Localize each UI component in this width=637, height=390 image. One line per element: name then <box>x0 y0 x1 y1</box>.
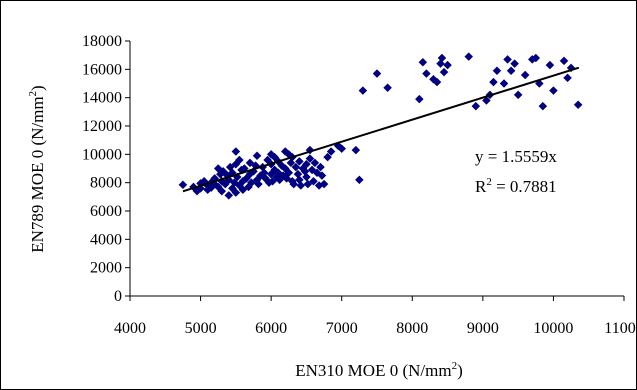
data-point <box>289 179 299 189</box>
y-axis-title-text: EN789 MOE 0 (N/mm <box>28 96 47 252</box>
y-axis-title-tail: ) <box>28 85 47 91</box>
data-point <box>503 55 512 64</box>
trendline <box>182 66 580 193</box>
data-point <box>291 162 301 172</box>
y-tick-label: 14000 <box>82 90 122 107</box>
x-tick-label: 9000 <box>467 320 499 337</box>
x-tick-label: 4000 <box>114 320 146 337</box>
data-point <box>323 152 332 162</box>
x-tick-label: 8000 <box>396 320 428 337</box>
data-point <box>218 166 228 176</box>
data-point <box>310 158 320 168</box>
data-point <box>302 159 311 169</box>
data-point <box>513 90 523 100</box>
data-point <box>482 96 491 105</box>
r-squared-label: R2 = 0.7881 <box>475 176 557 196</box>
data-point <box>464 52 474 61</box>
y-axis-title: EN789 MOE 0 (N/mm2) <box>27 85 47 252</box>
data-point <box>422 69 431 78</box>
data-point <box>296 181 306 190</box>
data-point <box>383 83 392 93</box>
y-axis-title-superscript: 2 <box>27 91 39 97</box>
data-point <box>235 155 244 165</box>
x-axis-title-tail: ) <box>457 361 463 380</box>
data-point <box>520 70 530 80</box>
data-point <box>355 175 364 185</box>
tick-marks <box>125 40 625 301</box>
data-point <box>545 60 555 70</box>
data-point <box>268 176 277 186</box>
axes <box>129 41 624 297</box>
x-tick-label: 7000 <box>326 320 358 337</box>
y-tick-label: 2000 <box>90 260 122 277</box>
data-point <box>238 185 248 195</box>
data-point <box>302 172 311 182</box>
trendline-equation: y = 1.5559x <box>475 147 557 166</box>
y-tick-label: 10000 <box>82 146 122 163</box>
data-point <box>443 60 452 70</box>
data-point <box>295 157 304 166</box>
data-point <box>351 145 361 155</box>
y-tick-label: 8000 <box>90 175 122 192</box>
data-point <box>573 100 583 110</box>
data-point <box>254 179 263 189</box>
data-point <box>531 53 541 63</box>
data-point <box>437 53 447 63</box>
y-tick-label: 4000 <box>90 231 122 248</box>
y-tick-label: 12000 <box>82 118 122 135</box>
y-tick-label: 6000 <box>90 203 122 220</box>
data-point <box>563 73 572 83</box>
data-point <box>337 144 347 154</box>
data-point <box>284 168 294 178</box>
x-axis-title: EN310 MOE 0 (N/mm2) <box>295 360 462 380</box>
y-tick-label: 0 <box>114 288 122 305</box>
data-point <box>309 176 318 186</box>
data-point <box>224 191 234 200</box>
data-point <box>510 59 519 69</box>
data-point <box>252 151 262 161</box>
data-point <box>319 179 329 189</box>
x-axis-title-text: EN310 MOE 0 (N/mm <box>295 361 451 380</box>
data-point <box>317 171 327 180</box>
data-point <box>305 154 315 163</box>
y-tick-label: 18000 <box>82 33 122 50</box>
x-tick-label: 6000 <box>255 320 287 337</box>
data-point <box>439 67 449 77</box>
data-point <box>549 86 558 95</box>
data-point <box>418 57 428 67</box>
y-tick-label: 16000 <box>82 61 122 78</box>
data-point <box>489 77 498 87</box>
data-point <box>231 188 241 197</box>
data-point <box>506 66 516 76</box>
data-point <box>499 79 509 88</box>
data-point <box>372 69 382 78</box>
x-axis-title-superscript: 2 <box>452 360 458 372</box>
r-squared-value: = 0.7881 <box>492 177 557 196</box>
data-point <box>231 147 241 156</box>
data-point <box>178 180 188 190</box>
data-point <box>326 147 336 156</box>
data-point <box>247 178 256 188</box>
data-point <box>538 101 548 111</box>
y-tick-labels: 0 2000 4000 6000 8000 10000 12000 14000 16000 180… <box>82 33 122 305</box>
data-point <box>245 158 255 168</box>
data-point <box>358 86 368 95</box>
data-point <box>492 66 502 76</box>
data-point <box>432 77 442 87</box>
x-tick-label: 5000 <box>185 320 217 337</box>
r-squared-superscript: 2 <box>486 176 492 188</box>
data-point <box>217 186 227 196</box>
data-point <box>251 161 260 171</box>
data-point <box>414 94 424 104</box>
r-squared-prefix: R <box>475 177 487 196</box>
data-point <box>559 56 569 66</box>
data-point <box>316 162 325 172</box>
data-point <box>471 101 481 111</box>
x-tick-label: 10000 <box>533 320 573 337</box>
data-point <box>303 179 313 189</box>
